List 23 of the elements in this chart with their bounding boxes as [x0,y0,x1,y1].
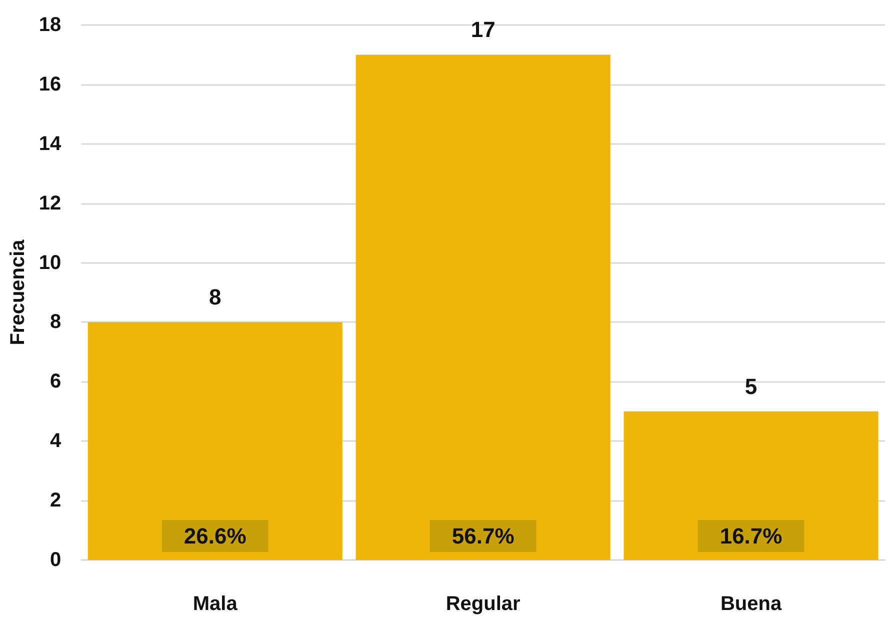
y-tick-label: 0 [50,549,62,571]
x-tick-label: Regular [446,593,521,615]
bar [88,322,342,560]
annotation: 16.7% [720,524,782,548]
y-tick-label: 16 [38,73,62,96]
bar [624,411,878,560]
data-label: 8 [208,284,222,310]
y-tick-label: 6 [50,370,62,393]
y-tick-label: 2 [50,490,62,512]
y-tick-label: 18 [38,14,62,36]
y-tick-label: 14 [38,132,62,155]
y-tick-label: 10 [38,252,62,274]
data-label: 5 [744,374,758,399]
bar [356,54,610,560]
annotation: 26.6% [184,524,246,548]
y-axis-title: Frecuencia [7,238,29,346]
y-tick-label: 4 [50,430,62,452]
x-tick-label: Buena [720,593,782,615]
y-tick-label: 12 [38,192,62,214]
annotation: 56.7% [452,524,514,548]
data-label: 17 [470,17,496,42]
x-tick-label: Mala [192,593,238,615]
y-tick-label: 8 [50,311,62,334]
